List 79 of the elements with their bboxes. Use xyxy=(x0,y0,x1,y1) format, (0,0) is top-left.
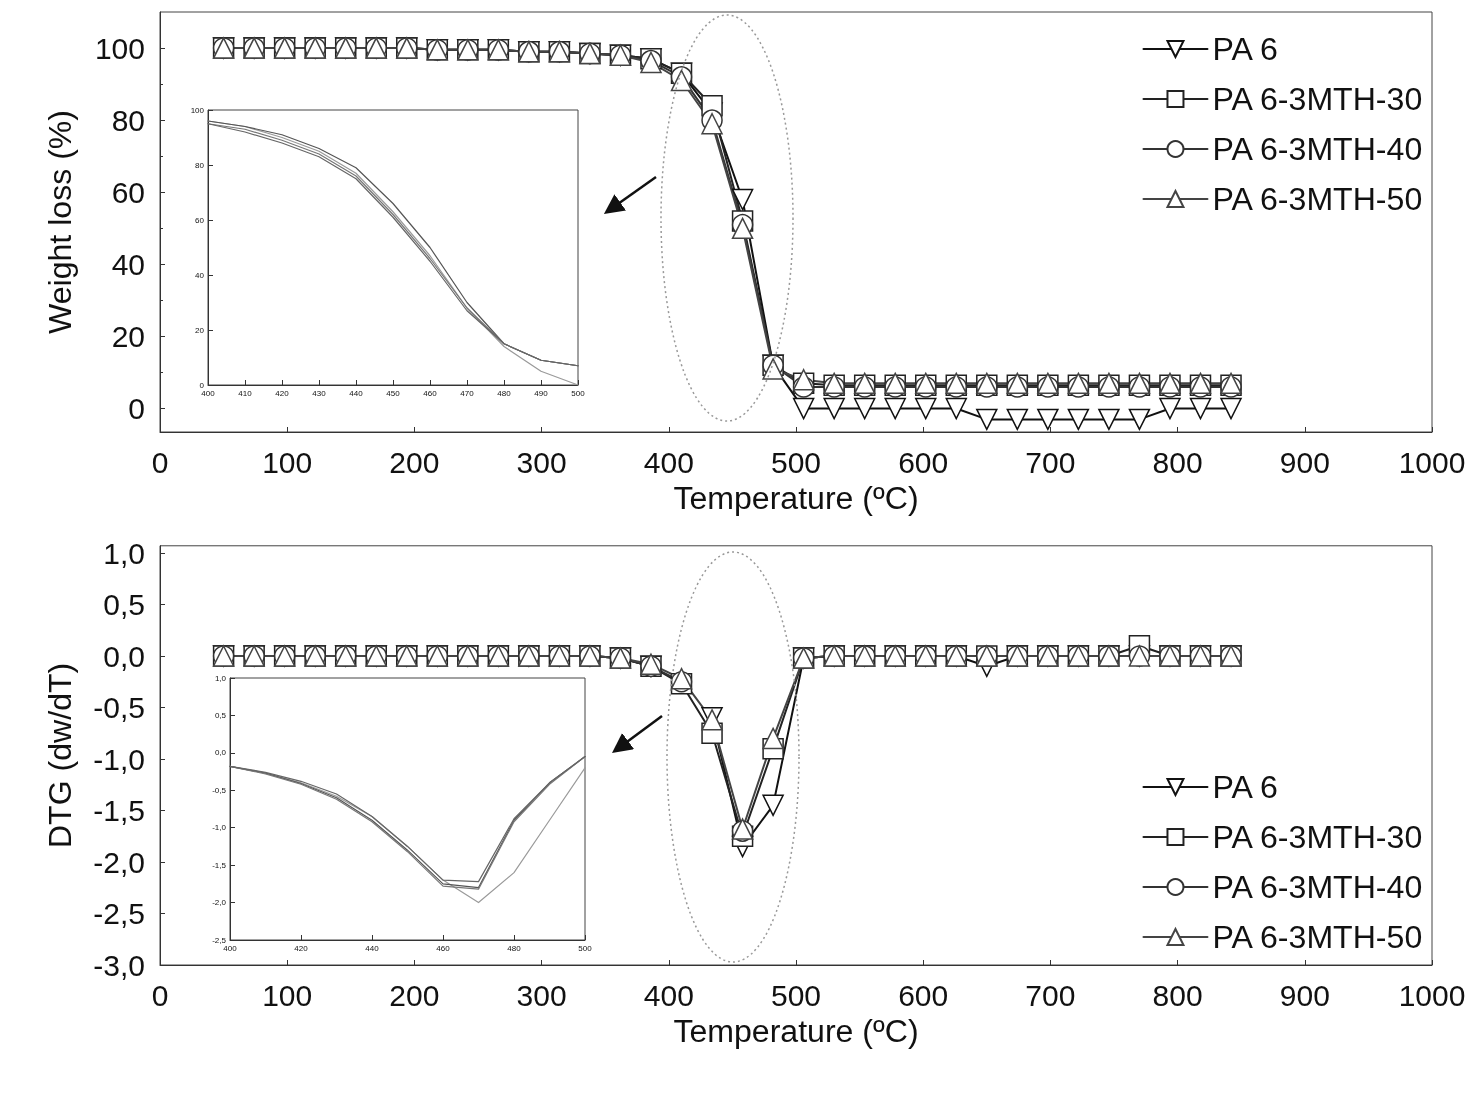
x-tick-label: 0 xyxy=(151,445,169,479)
x-tick-label: 400 xyxy=(643,445,694,479)
y-tick-label: 1,0 xyxy=(214,673,227,683)
y-tick-label: 20 xyxy=(195,325,205,335)
x-tick-label: 470 xyxy=(460,388,475,398)
x-tick-label: 500 xyxy=(571,388,586,398)
x-tick-label: 500 xyxy=(770,445,822,479)
y-tick-label: 60 xyxy=(111,175,145,209)
x-tick-label: 800 xyxy=(1152,978,1203,1012)
y-axis-title: DTG (dw/dT) xyxy=(42,662,78,849)
x-tick-label: 300 xyxy=(516,445,567,479)
y-tick-label: -1,5 xyxy=(93,794,145,827)
x-tick-label: 900 xyxy=(1279,445,1330,479)
y-tick-label: -1,5 xyxy=(212,860,227,870)
y-tick-label: 1,0 xyxy=(103,536,145,570)
y-tick-label: 40 xyxy=(195,270,205,280)
x-tick-label: 440 xyxy=(365,943,380,953)
y-tick-label: -1,0 xyxy=(93,742,145,776)
x-axis-title: Temperature (ºC) xyxy=(673,1012,919,1049)
x-tick-label: 700 xyxy=(1025,978,1076,1012)
x-tick-label: 440 xyxy=(349,388,364,398)
x-tick-label: 100 xyxy=(262,445,313,479)
y-tick-label: 100 xyxy=(94,31,145,65)
x-tick-label: 100 xyxy=(262,978,313,1012)
x-tick-label: 500 xyxy=(770,978,822,1012)
y-tick-label: 0 xyxy=(199,380,205,390)
x-tick-label: 450 xyxy=(386,388,401,398)
x-tick-label: 600 xyxy=(898,445,949,479)
x-tick-label: 410 xyxy=(238,388,253,398)
legend-label: PA 6 xyxy=(1212,31,1278,67)
y-tick-label: 40 xyxy=(111,247,145,281)
x-tick-label: 400 xyxy=(643,978,694,1012)
x-tick-label: 430 xyxy=(312,388,327,398)
x-tick-label: 800 xyxy=(1152,445,1203,479)
x-tick-label: 700 xyxy=(1025,445,1076,479)
y-tick-label: 100 xyxy=(190,105,205,115)
y-tick-label: -0,5 xyxy=(93,691,145,724)
legend-label: PA 6-3MTH-50 xyxy=(1212,181,1423,217)
x-tick-label: 400 xyxy=(201,388,216,398)
x-tick-label: 420 xyxy=(275,388,290,398)
x-tick-label: 460 xyxy=(423,388,438,398)
x-tick-label: 400 xyxy=(223,943,238,953)
x-tick-label: 0 xyxy=(151,978,169,1012)
x-tick-label: 200 xyxy=(389,445,440,479)
y-tick-label: 80 xyxy=(195,160,205,170)
legend-label: PA 6-3MTH-40 xyxy=(1212,869,1423,905)
x-tick-label: 480 xyxy=(507,943,522,953)
x-tick-label: 300 xyxy=(516,978,567,1012)
y-tick-label: 0,5 xyxy=(214,710,227,720)
legend-label: PA 6-3MTH-30 xyxy=(1212,81,1423,117)
y-tick-label: 0,5 xyxy=(103,588,145,621)
legend-label: PA 6 xyxy=(1212,769,1278,805)
x-tick-label: 900 xyxy=(1279,978,1330,1012)
y-axis-title: Weight loss (%) xyxy=(42,109,78,335)
y-tick-label: -2,5 xyxy=(212,935,227,945)
x-tick-label: 490 xyxy=(534,388,549,398)
x-tick-label: 600 xyxy=(898,978,949,1012)
y-tick-label: -3,0 xyxy=(93,948,145,982)
x-tick-label: 420 xyxy=(294,943,309,953)
x-tick-label: 200 xyxy=(389,978,440,1012)
legend-label: PA 6-3MTH-40 xyxy=(1212,131,1423,167)
x-axis-title: Temperature (ºC) xyxy=(673,479,919,516)
y-tick-label: 80 xyxy=(111,103,145,137)
x-tick-label: 1000 xyxy=(1398,978,1466,1012)
y-tick-label: 0,0 xyxy=(214,748,227,758)
y-tick-label: -2,0 xyxy=(212,898,227,908)
y-tick-label: -2,5 xyxy=(93,897,145,930)
x-tick-label: 500 xyxy=(578,943,593,953)
y-tick-label: -1,0 xyxy=(212,823,227,833)
legend-label: PA 6-3MTH-50 xyxy=(1212,919,1423,955)
y-tick-label: 20 xyxy=(111,319,145,353)
y-tick-label: -2,0 xyxy=(93,845,145,879)
legend-label: PA 6-3MTH-30 xyxy=(1212,819,1423,855)
x-tick-label: 460 xyxy=(436,943,451,953)
y-tick-label: 0,0 xyxy=(103,639,145,673)
x-tick-label: 480 xyxy=(497,388,512,398)
y-tick-label: 60 xyxy=(195,215,205,225)
y-tick-label: -0,5 xyxy=(212,785,227,795)
x-tick-label: 1000 xyxy=(1398,445,1466,479)
